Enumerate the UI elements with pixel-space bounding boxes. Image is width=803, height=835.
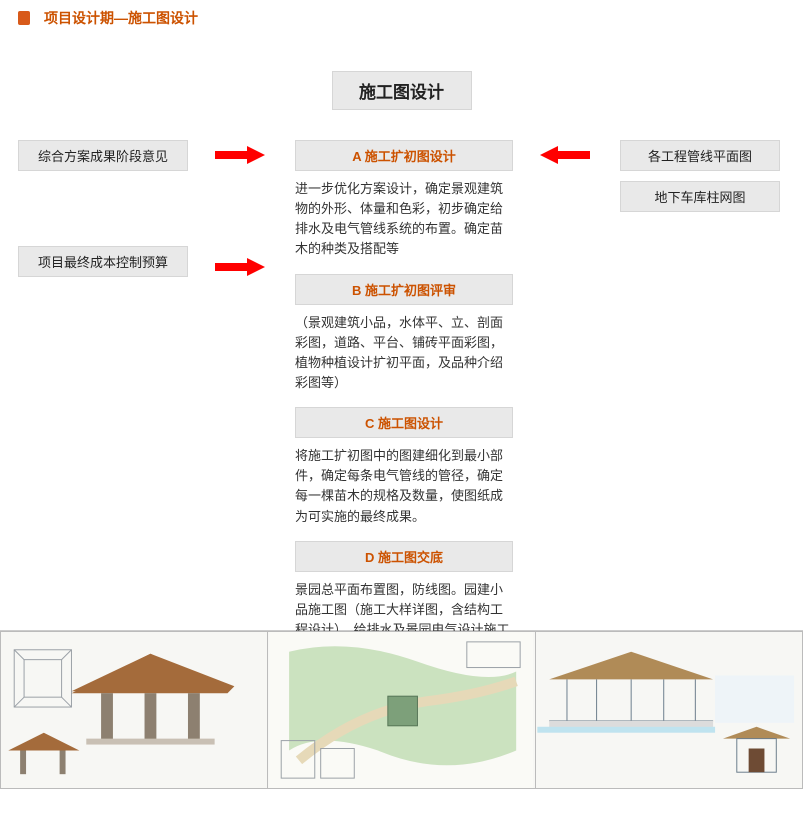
arrow-right-icon	[215, 146, 265, 164]
left-box-1: 综合方案成果阶段意见	[18, 140, 188, 171]
right-box-2: 地下车库柱网图	[620, 181, 780, 212]
thumbnail-row	[0, 630, 803, 789]
step-c-desc: 将施工扩初图中的图建细化到最小部件，确定每条电气管线的管径，确定每一棵苗木的规格…	[295, 446, 513, 527]
flow-diagram: 综合方案成果阶段意见 项目最终成本控制预算 A 施工扩初图设计 进一步优化方案设…	[0, 140, 803, 620]
step-d-title: D 施工图交底	[295, 541, 513, 572]
step-b-desc: （景观建筑小品，水体平、立、剖面彩图，道路、平台、铺砖平面彩图，植物种植设计扩初…	[295, 313, 513, 394]
thumb-site-plan	[268, 631, 535, 789]
bullet-icon	[18, 11, 30, 25]
step-a-title: A 施工扩初图设计	[295, 140, 513, 171]
step-a-desc: 进一步优化方案设计，确定景观建筑物的外形、体量和色彩，初步确定给排水及电气管线系…	[295, 179, 513, 260]
arrow-left-icon	[540, 146, 590, 164]
step-b-title: B 施工扩初图评审	[295, 274, 513, 305]
step-c-title: C 施工图设计	[295, 407, 513, 438]
arrow-right-icon	[215, 258, 265, 276]
right-box-1: 各工程管线平面图	[620, 140, 780, 171]
thumb-elevation	[536, 631, 803, 789]
left-box-2: 项目最终成本控制预算	[18, 246, 188, 277]
main-title-box: 施工图设计	[332, 71, 472, 110]
page-title: 项目设计期—施工图设计	[44, 8, 198, 28]
thumb-pavilion-3d	[0, 631, 268, 789]
page-header: 项目设计期—施工图设计	[0, 0, 803, 36]
